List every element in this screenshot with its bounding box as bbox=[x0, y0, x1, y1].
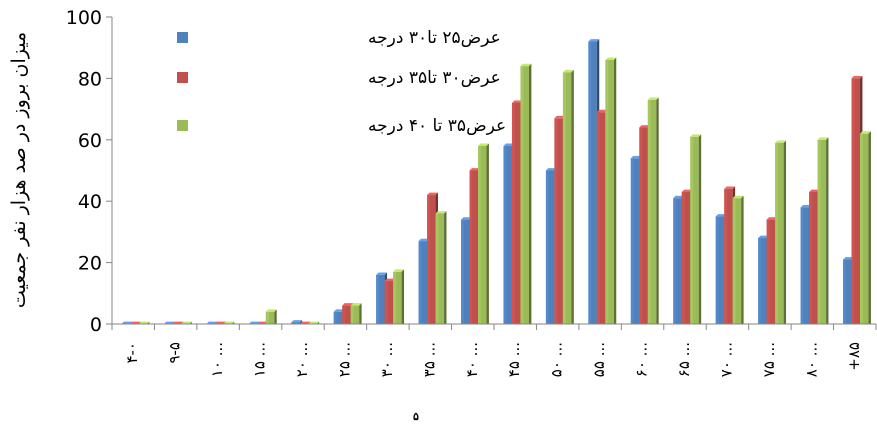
y-axis: 0 20 40 60 80 100 bbox=[66, 7, 113, 336]
bar-s3-c17 bbox=[817, 137, 829, 324]
x-tick-label: ۲۰ ... bbox=[293, 342, 311, 377]
bar-s3-c6 bbox=[350, 303, 362, 324]
bar-s3-c18 bbox=[860, 131, 871, 324]
bar-s3-c10 bbox=[520, 63, 532, 325]
bar-s3-c11 bbox=[562, 69, 574, 324]
bar-s3-c7 bbox=[393, 269, 405, 324]
x-tick-label: ۱۵ ... bbox=[251, 342, 269, 377]
bar-s3-c16 bbox=[775, 140, 787, 324]
x-tick-label: ۴-۰ bbox=[123, 342, 141, 364]
bar-s3-c15 bbox=[732, 195, 744, 324]
y-tick-label: 20 bbox=[78, 253, 102, 275]
bar-s3-c13 bbox=[647, 97, 659, 325]
x-tick-label: ۹-۵ bbox=[166, 342, 184, 364]
legend-label: عرض۳۵ تا ۴۰ درجه bbox=[368, 116, 506, 136]
x-tick-label: ۵۰ ... bbox=[548, 342, 566, 377]
x-tick-label: ۵۵ ... bbox=[590, 342, 608, 377]
bar-s3-c5 bbox=[308, 321, 320, 325]
legend-swatch bbox=[177, 72, 188, 83]
legend-item-2: عرض۳۰ تا۳۵ درجه bbox=[177, 68, 501, 88]
legend-item-3: عرض۳۵ تا ۴۰ درجه bbox=[177, 116, 506, 136]
x-tick-label: ۷۵ ... bbox=[760, 342, 778, 377]
x-tick-label: ۶۰ ... bbox=[633, 342, 651, 377]
y-tick-label: 100 bbox=[66, 7, 102, 29]
x-axis: ۴-۰ ۹-۵ ۱۰ ... ۱۵ ... ۲۰ ... ۲۵ ... ۳۰ ... ۳۵ .… bbox=[111, 323, 877, 377]
x-tick-label: ۱۰ ... bbox=[208, 342, 226, 377]
legend-item-1: عرض۲۵ تا۳۰ درجه bbox=[177, 28, 501, 48]
x-tick-label: ۷۰ ... bbox=[717, 342, 735, 377]
legend: عرض۲۵ تا۳۰ درجه عرض۳۰ تا۳۵ درجه عرض۳۵ تا ۴… bbox=[177, 28, 506, 136]
legend-label: عرض۲۵ تا۳۰ درجه bbox=[368, 28, 501, 48]
bar-s3-c4 bbox=[265, 309, 277, 324]
x-tick-label: ۶۵ ... bbox=[675, 342, 693, 377]
y-tick-label: 40 bbox=[78, 191, 102, 213]
x-tick-label: ۳۰ ... bbox=[378, 342, 396, 377]
x-tick-label: ۲۵ ... bbox=[335, 342, 353, 377]
x-tick-label: ۴۵ ... bbox=[505, 342, 523, 377]
y-tick-label: 60 bbox=[78, 130, 102, 152]
y-axis-label: میزان بروز در صد هزار نفر جمعیت bbox=[8, 32, 30, 308]
y-tick-label: 0 bbox=[90, 314, 102, 336]
x-tick-label: ۴۰ ... bbox=[463, 342, 481, 377]
x-tick-label: ۳۵ ... bbox=[420, 342, 438, 377]
legend-swatch bbox=[177, 120, 188, 131]
bars bbox=[121, 39, 871, 325]
legend-swatch bbox=[177, 32, 188, 43]
y-tick-label: 80 bbox=[78, 68, 102, 90]
footer-label: ۵ bbox=[413, 410, 419, 423]
x-tick-label: +۸۵ bbox=[845, 342, 863, 371]
bar-s3-c12 bbox=[605, 57, 617, 324]
bar-s3-c14 bbox=[690, 134, 702, 324]
bar-s3-c9 bbox=[478, 143, 489, 324]
bar-s3-c8 bbox=[435, 211, 447, 324]
x-tick-label: ۸۰ ... bbox=[802, 342, 820, 377]
legend-label: عرض۳۰ تا۳۵ درجه bbox=[368, 68, 501, 88]
